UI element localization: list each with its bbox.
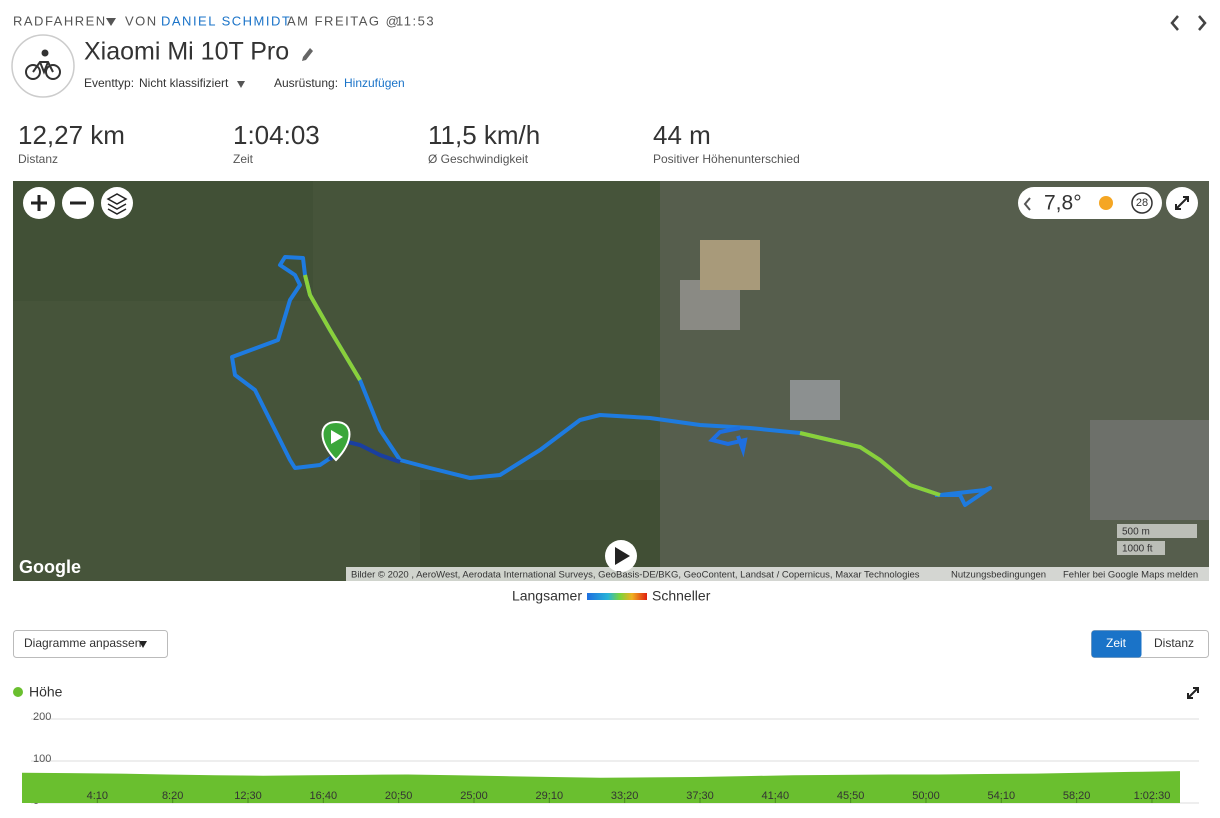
stat-label: Distanz	[18, 152, 58, 166]
activity-icon	[11, 34, 75, 98]
legend-marker	[13, 687, 23, 697]
scale-imperial: 1000 ft	[1122, 544, 1153, 555]
edit-icon[interactable]	[302, 48, 313, 61]
report-link[interactable]: Fehler bei Google Maps melden	[1063, 570, 1198, 581]
stat-label: Zeit	[233, 152, 254, 166]
x-tick-label: 29:10	[536, 790, 564, 802]
stat-value: 1:04:03	[233, 120, 320, 150]
toggle-label[interactable]: Distanz	[1154, 636, 1194, 650]
toggle-time[interactable]	[1091, 630, 1142, 658]
x-tick-label: 37:30	[686, 790, 714, 802]
x-tick-label: 4:10	[87, 790, 108, 802]
by-label: VON	[125, 13, 158, 28]
temperature: 7,8°	[1044, 192, 1082, 215]
event-type[interactable]: Nicht klassifiziert	[139, 76, 229, 90]
stat-label: Positiver Höhenunterschied	[653, 152, 800, 166]
x-tick-label: 54:10	[988, 790, 1016, 802]
dropdown-arrow[interactable]	[237, 81, 245, 88]
time[interactable]: 11:53	[396, 13, 435, 28]
customize-button[interactable]	[13, 630, 168, 658]
dropdown-arrow[interactable]	[106, 18, 116, 26]
x-tick-label: 45:50	[837, 790, 865, 802]
x-tick-label: 41:40	[762, 790, 790, 802]
x-tick-label: 50:00	[912, 790, 940, 802]
gear-link[interactable]: Hinzufügen	[344, 76, 405, 90]
speed-gradient	[587, 593, 647, 600]
x-tick-label: 25:00	[460, 790, 488, 802]
x-tick-label: 12:30	[234, 790, 262, 802]
stat-value: 11,5 km/h	[428, 120, 540, 150]
wind-speed: 28	[1136, 197, 1148, 209]
stats: 12,27 km Distanz 1:04:03 Zeit 11,5 km/h …	[18, 120, 800, 166]
x-tick-label: 58:20	[1063, 790, 1091, 802]
prev-button[interactable]	[1170, 15, 1179, 31]
stat-value: 12,27 km	[18, 120, 125, 150]
map-attribution: Bilder © 2020 , AeroWest, Aerodata Inter…	[351, 570, 920, 581]
legend-label: Höhe	[29, 684, 63, 700]
legend-slow: Langsamer	[512, 588, 582, 604]
date-label: AM FREITAG @	[287, 13, 400, 28]
bike-icon	[25, 49, 61, 80]
elevation-chart: Höhe 01002004:108:2012:3016:4020:5025:00…	[13, 684, 1199, 807]
activity-title[interactable]: Xiaomi Mi 10T Pro	[84, 38, 289, 66]
x-tick-label: 33:20	[611, 790, 639, 802]
legend-fast: Schneller	[652, 588, 711, 604]
weather-widget[interactable]	[1018, 187, 1162, 219]
customize-label[interactable]: Diagramme anpassen	[24, 636, 141, 650]
sun-icon	[1099, 196, 1113, 210]
layers[interactable]	[101, 187, 133, 219]
scale-metric: 500 m	[1122, 527, 1150, 538]
x-tick-label: 1:02:30	[1134, 790, 1171, 802]
map[interactable]: 7,8° 28 Google Bilder © 2020 , AeroWest,…	[13, 181, 1209, 581]
expand-chart[interactable]	[1187, 687, 1199, 699]
x-tick-label: 16:40	[310, 790, 338, 802]
stat-label: Ø Geschwindigkeit	[428, 152, 529, 166]
gear-label: Ausrüstung:	[274, 76, 338, 90]
y-tick-label: 100	[33, 753, 51, 765]
x-tick-label: 8:20	[162, 790, 183, 802]
activity-type[interactable]: RADFAHREN	[13, 13, 107, 28]
event-type-label: Eventtyp:	[84, 76, 134, 90]
elevation-area	[22, 771, 1180, 803]
google-logo: Google	[19, 557, 81, 577]
author-link[interactable]: DANIEL SCHMIDT	[161, 13, 291, 28]
terms-link[interactable]: Nutzungsbedingungen	[951, 570, 1046, 581]
next-button[interactable]	[1198, 15, 1207, 31]
toggle-label[interactable]: Zeit	[1106, 636, 1127, 650]
y-tick-label: 200	[33, 711, 51, 723]
stat-value: 44 m	[653, 120, 711, 150]
x-tick-label: 20:50	[385, 790, 413, 802]
